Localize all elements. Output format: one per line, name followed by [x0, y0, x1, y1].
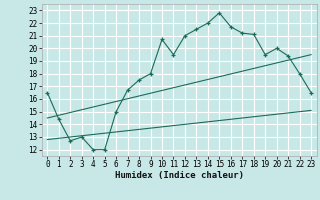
X-axis label: Humidex (Indice chaleur): Humidex (Indice chaleur): [115, 171, 244, 180]
